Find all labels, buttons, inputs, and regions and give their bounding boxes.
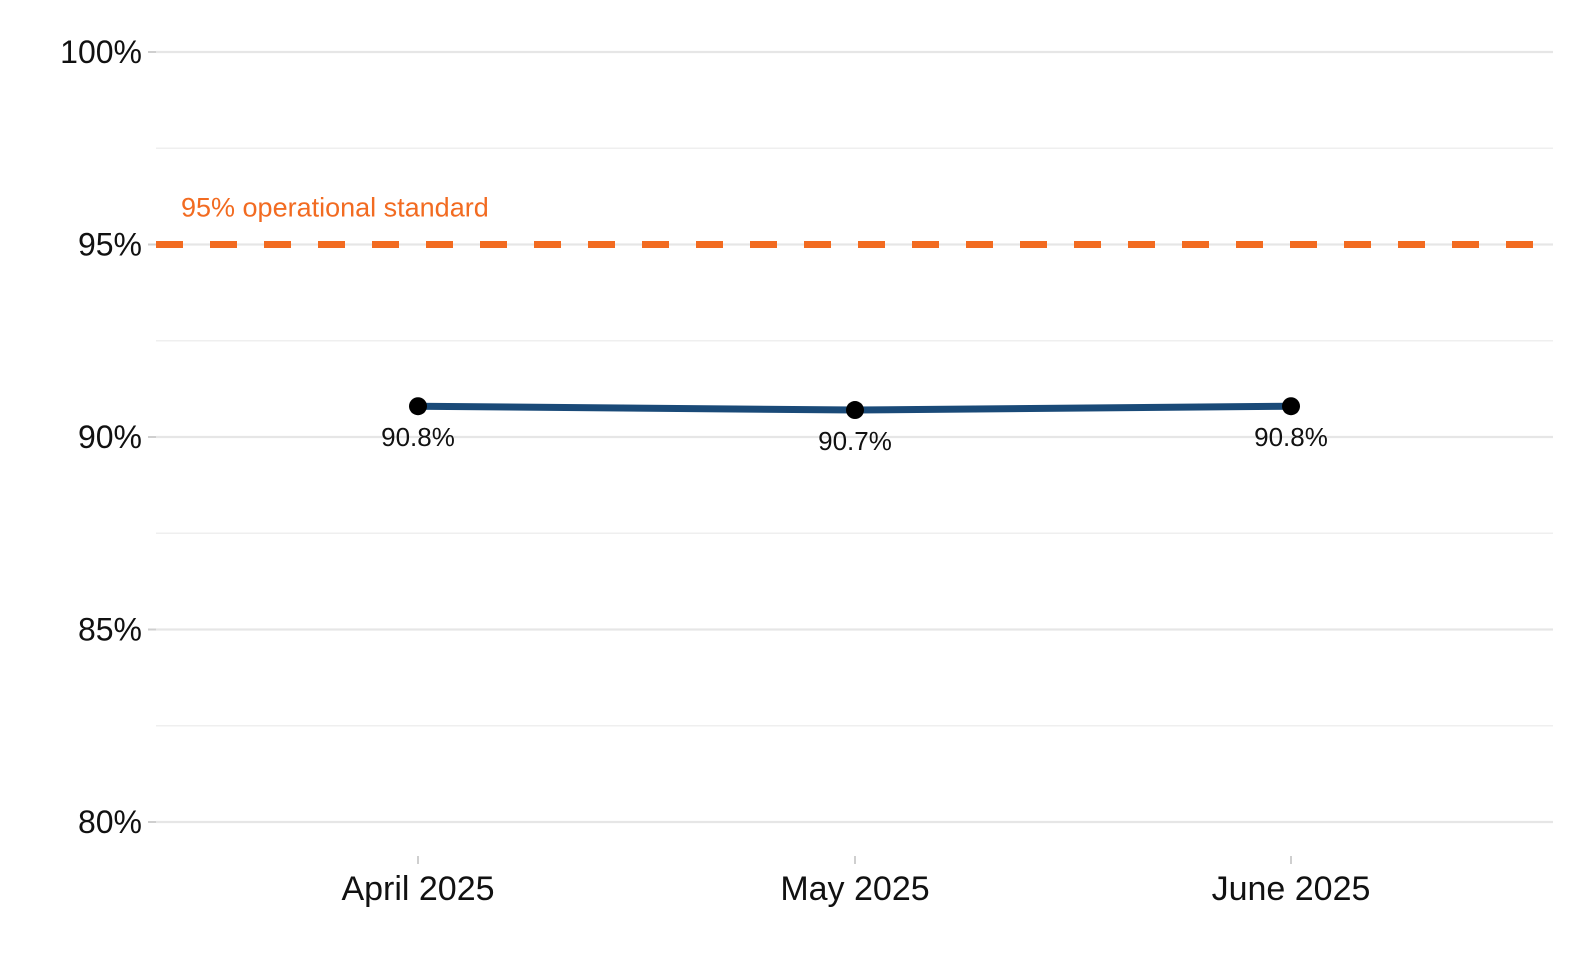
data-label: 90.8% [1254,422,1328,452]
reference-line-label: 95% operational standard [181,193,489,223]
y-tick-label: 90% [78,419,142,455]
grid-layer [148,50,1553,864]
series-layer [409,397,1300,420]
x-tick-label: April 2025 [341,870,494,908]
x-tick-label: June 2025 [1212,870,1371,908]
y-tick-label: 100% [60,34,142,70]
data-point [1282,397,1300,416]
y-tick-label: 95% [78,227,142,263]
data-label: 90.8% [381,422,455,452]
data-point [409,397,427,416]
reference-line-layer: 95% operational standard [156,193,1553,248]
data-label: 90.7% [818,426,892,456]
y-tick-label: 80% [78,804,142,840]
x-tick-label: May 2025 [780,870,929,908]
data-point [846,401,864,420]
y-tick-label: 85% [78,612,142,648]
labels-layer: 80% 85% 90% 95% 100% April 2025 May 2025 June 2… [60,34,1370,908]
